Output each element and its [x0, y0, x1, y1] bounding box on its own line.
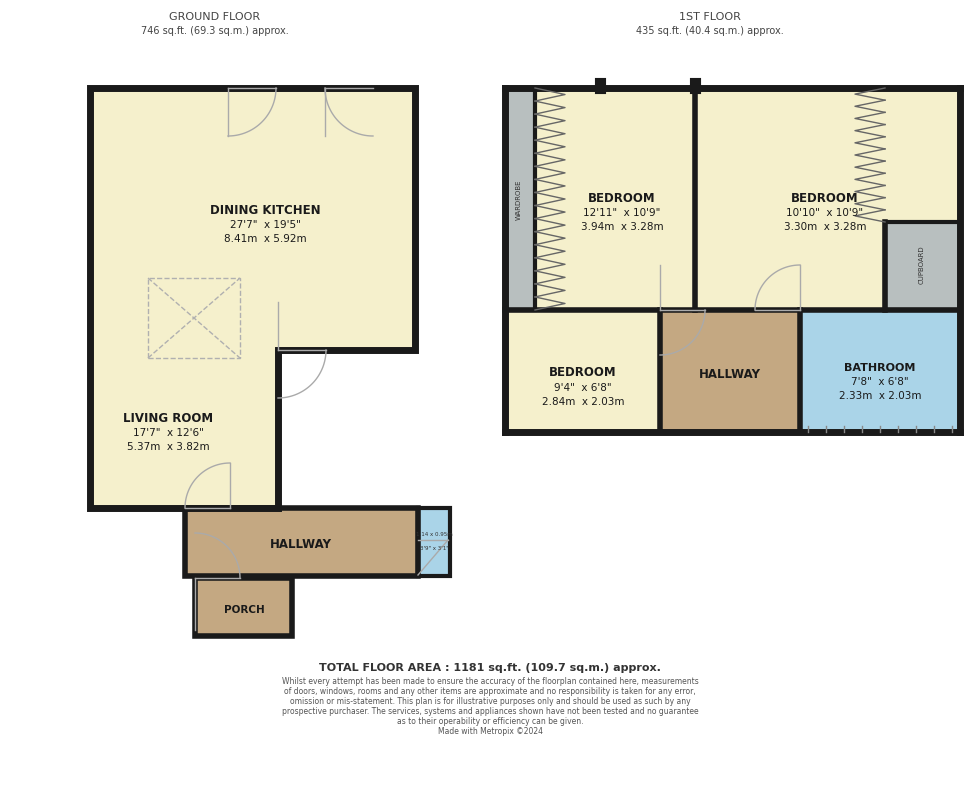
Bar — [418, 508, 450, 576]
Text: 5.37m  x 3.82m: 5.37m x 3.82m — [126, 442, 210, 452]
Text: as to their operability or efficiency can be given.: as to their operability or efficiency ca… — [397, 717, 583, 726]
Text: TOTAL FLOOR AREA : 1181 sq.ft. (109.7 sq.m.) approx.: TOTAL FLOOR AREA : 1181 sq.ft. (109.7 sq… — [319, 663, 661, 673]
Polygon shape — [90, 88, 415, 508]
Text: 3.94m  x 3.28m: 3.94m x 3.28m — [581, 222, 663, 232]
Text: 2.33m  x 2.03m: 2.33m x 2.03m — [839, 391, 921, 401]
Text: 2.84m  x 2.03m: 2.84m x 2.03m — [542, 397, 624, 407]
Text: 17'7"  x 12'6": 17'7" x 12'6" — [132, 428, 204, 438]
Bar — [660, 310, 800, 432]
Bar — [800, 310, 960, 432]
Text: PORCH: PORCH — [223, 605, 265, 615]
Bar — [535, 88, 695, 310]
Text: Made with Metropix ©2024: Made with Metropix ©2024 — [437, 728, 543, 736]
Bar — [885, 222, 960, 310]
Bar — [195, 578, 292, 636]
Text: BEDROOM: BEDROOM — [588, 192, 656, 205]
Bar — [505, 310, 660, 432]
Text: 9'4"  x 6'8": 9'4" x 6'8" — [554, 383, 612, 393]
Bar — [695, 222, 885, 310]
Bar — [505, 88, 535, 310]
Text: LIVING ROOM: LIVING ROOM — [122, 411, 213, 425]
Text: BEDROOM: BEDROOM — [549, 367, 616, 379]
Text: 7'8"  x 6'8": 7'8" x 6'8" — [852, 377, 908, 387]
Text: 435 sq.ft. (40.4 sq.m.) approx.: 435 sq.ft. (40.4 sq.m.) approx. — [636, 26, 784, 36]
Text: WARDROBE: WARDROBE — [516, 180, 522, 221]
Text: 746 sq.ft. (69.3 sq.m.) approx.: 746 sq.ft. (69.3 sq.m.) approx. — [141, 26, 289, 36]
Text: HALLWAY: HALLWAY — [270, 538, 332, 550]
Text: of doors, windows, rooms and any other items are approximate and no responsibili: of doors, windows, rooms and any other i… — [284, 688, 696, 696]
Text: 8.41m  x 5.92m: 8.41m x 5.92m — [223, 234, 307, 244]
Bar — [885, 222, 960, 310]
Bar — [148, 278, 240, 358]
Text: DINING KITCHEN: DINING KITCHEN — [210, 203, 320, 217]
Bar — [505, 88, 535, 310]
Text: omission or mis-statement. This plan is for illustrative purposes only and shoul: omission or mis-statement. This plan is … — [290, 698, 690, 706]
Bar — [695, 88, 960, 310]
Text: 3'9" x 3'1": 3'9" x 3'1" — [419, 546, 449, 550]
Text: 10'10"  x 10'9": 10'10" x 10'9" — [786, 208, 863, 218]
Text: BATHROOM: BATHROOM — [845, 363, 915, 373]
Text: 27'7"  x 19'5": 27'7" x 19'5" — [229, 220, 301, 230]
Text: 1ST FLOOR: 1ST FLOOR — [679, 12, 741, 22]
Text: HALLWAY: HALLWAY — [699, 368, 761, 382]
Bar — [418, 508, 450, 576]
Text: BEDROOM: BEDROOM — [791, 192, 858, 205]
Text: CUPBOARD: CUPBOARD — [919, 246, 925, 284]
Text: prospective purchaser. The services, systems and appliances shown have not been : prospective purchaser. The services, sys… — [281, 707, 699, 717]
Bar — [185, 508, 418, 576]
Bar — [195, 578, 292, 636]
Text: 1.14 x 0.95m: 1.14 x 0.95m — [416, 532, 453, 538]
Bar — [185, 508, 418, 576]
Text: GROUND FLOOR: GROUND FLOOR — [170, 12, 261, 22]
Text: Whilst every attempt has been made to ensure the accuracy of the floorplan conta: Whilst every attempt has been made to en… — [281, 677, 699, 687]
Text: 3.30m  x 3.28m: 3.30m x 3.28m — [784, 222, 866, 232]
Text: 12'11"  x 10'9": 12'11" x 10'9" — [583, 208, 661, 218]
